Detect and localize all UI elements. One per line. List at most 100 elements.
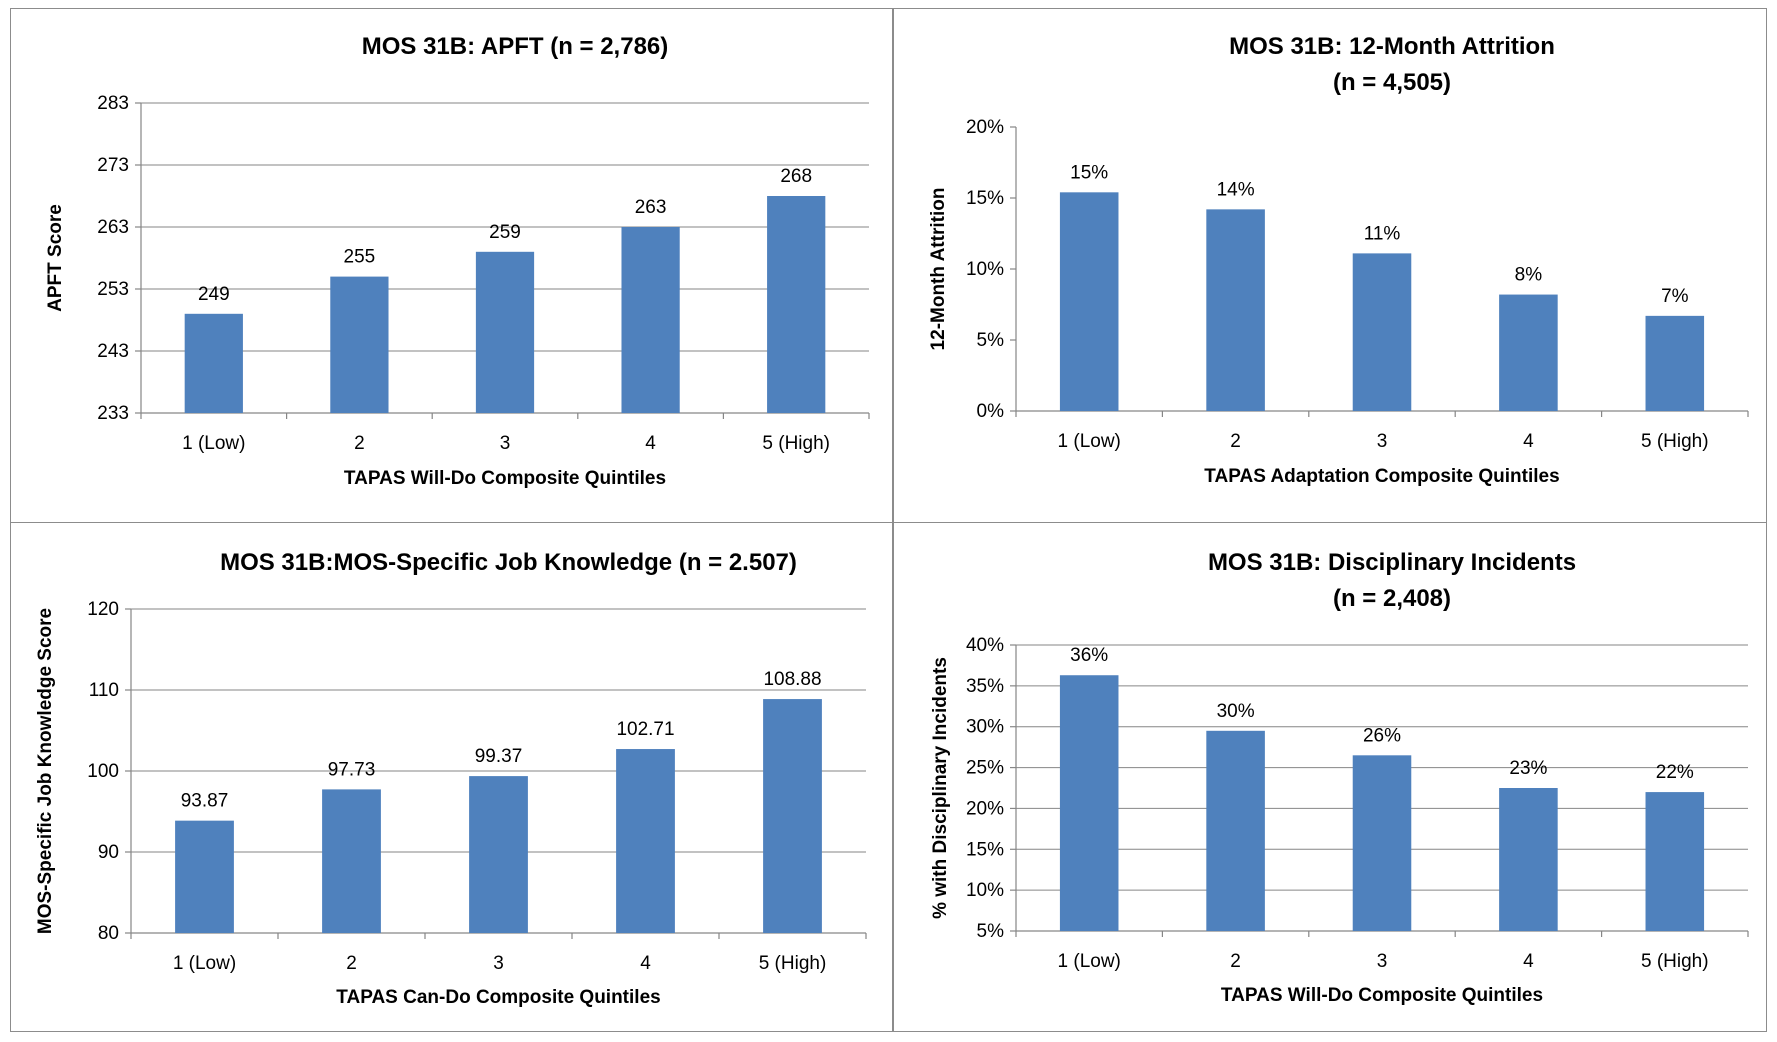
y-axis-title: % with Disciplinary Incidents (930, 657, 951, 919)
data-label: 93.87 (181, 791, 229, 812)
x-axis-title: TAPAS Will-Do Composite Quintiles (1221, 985, 1543, 1006)
bar (175, 820, 234, 933)
x-tick-label: 5 (High) (759, 953, 827, 974)
data-label: 26% (1363, 725, 1401, 746)
chart-svg-4: MOS 31B: Disciplinary Incidents (n = 2,40… (930, 549, 1749, 1006)
data-label: 268 (780, 166, 812, 187)
x-axis-title: TAPAS Adaptation Composite Quintiles (1204, 466, 1559, 487)
x-tick-label: 5 (High) (1641, 951, 1709, 972)
y-tick-label: 25% (966, 758, 1004, 779)
data-label: 15% (1070, 162, 1108, 183)
chart-title: MOS 31B: APFT (n = 2,786) (362, 33, 669, 60)
data-label: 99.37 (475, 746, 523, 767)
data-label: 22% (1656, 762, 1694, 783)
bar (1352, 253, 1412, 411)
bar (1499, 788, 1558, 931)
y-axis-title: 12-Month Attrition (928, 188, 949, 351)
x-tick-label: 4 (640, 953, 651, 974)
bar (475, 251, 535, 413)
x-tick-label: 1 (Low) (1058, 431, 1121, 452)
data-label: 108.88 (763, 669, 821, 690)
data-label: 23% (1509, 758, 1547, 779)
data-label: 102.71 (616, 719, 674, 740)
bar (767, 196, 826, 413)
x-tick-label: 4 (645, 433, 656, 454)
y-tick-label: 15% (966, 188, 1004, 209)
y-tick-label: 20% (966, 798, 1004, 819)
data-label: 255 (344, 247, 376, 268)
data-label: 11% (1364, 223, 1401, 244)
y-tick-label: 243 (97, 341, 129, 362)
y-tick-label: 10% (966, 880, 1004, 901)
data-label: 259 (489, 222, 521, 243)
y-tick-label: 283 (97, 93, 129, 114)
y-tick-label: 5% (977, 921, 1005, 942)
chart-panel-4: MOS 31B: Disciplinary Incidents (n = 2,40… (893, 522, 1767, 1032)
y-tick-label: 263 (97, 217, 129, 238)
y-tick-label: 273 (97, 155, 129, 176)
bar (1206, 209, 1265, 411)
bar (1059, 675, 1119, 931)
x-tick-label: 1 (Low) (182, 433, 245, 454)
chart-title: MOS 31B: Disciplinary Incidents (1208, 549, 1576, 576)
x-tick-label: 3 (493, 953, 504, 974)
chart-title: (n = 2,408) (1333, 585, 1451, 612)
y-tick-label: 80 (98, 923, 119, 944)
y-tick-label: 233 (97, 403, 129, 424)
bar (1645, 315, 1705, 411)
bar (621, 227, 680, 413)
data-label: 249 (198, 284, 230, 305)
x-tick-label: 3 (500, 433, 511, 454)
x-axis-title: TAPAS Can-Do Composite Quintiles (336, 987, 660, 1008)
x-tick-label: 3 (1377, 951, 1388, 972)
x-tick-label: 4 (1523, 431, 1534, 452)
y-tick-label: 0% (977, 401, 1005, 422)
data-label: 263 (635, 197, 667, 218)
chart-svg-1: MOS 31B: APFT (n = 2,786) 233 243 253 263 273… (45, 33, 870, 489)
x-tick-label: 5 (High) (1641, 431, 1709, 452)
chart-svg-2: MOS 31B: 12-Month Attrition (n = 4,505) 0%… (928, 33, 1749, 487)
data-label: 14% (1217, 179, 1255, 200)
bar (184, 313, 243, 413)
y-tick-label: 100 (87, 761, 119, 782)
data-label: 7% (1661, 286, 1689, 307)
x-tick-label: 1 (Low) (1058, 951, 1121, 972)
bar (330, 276, 389, 413)
x-tick-label: 2 (346, 953, 357, 974)
x-tick-label: 1 (Low) (173, 953, 236, 974)
y-tick-label: 30% (966, 717, 1004, 738)
y-tick-label: 40% (966, 635, 1004, 656)
y-tick-label: 120 (87, 599, 119, 620)
bar (1059, 192, 1119, 411)
x-tick-label: 5 (High) (762, 433, 830, 454)
y-tick-label: 15% (966, 839, 1004, 860)
y-tick-label: 253 (97, 279, 129, 300)
chart-panel-3: MOS 31B:MOS-Specific Job Knowledge (n = … (10, 522, 893, 1032)
data-label: 97.73 (328, 759, 376, 780)
y-tick-label: 10% (966, 259, 1004, 280)
chart-panel-1: MOS 31B: APFT (n = 2,786) 233 243 253 263 273… (10, 8, 893, 524)
bar (616, 749, 675, 933)
y-axis-title: MOS-Specific Job Knowledge Score (35, 608, 56, 934)
x-tick-label: 2 (1230, 951, 1241, 972)
bar (1499, 294, 1558, 411)
y-tick-label: 5% (977, 330, 1005, 351)
y-tick-label: 90 (98, 842, 119, 863)
chart-panel-2: MOS 31B: 12-Month Attrition (n = 4,505) 0%… (893, 8, 1767, 524)
data-label: 8% (1515, 265, 1543, 286)
chart-svg-3: MOS 31B:MOS-Specific Job Knowledge (n = … (35, 549, 867, 1008)
chart-title: MOS 31B:MOS-Specific Job Knowledge (n = … (220, 549, 797, 576)
x-axis-title: TAPAS Will-Do Composite Quintiles (344, 468, 666, 489)
chart-title: MOS 31B: 12-Month Attrition (1229, 33, 1555, 60)
bar (1206, 730, 1265, 931)
bar (1352, 755, 1412, 931)
y-tick-label: 20% (966, 117, 1004, 138)
data-label: 30% (1217, 701, 1255, 722)
x-tick-label: 4 (1523, 951, 1534, 972)
bar (469, 776, 528, 933)
y-tick-label: 35% (966, 676, 1004, 697)
bar (1645, 792, 1705, 931)
bar (763, 699, 822, 933)
chart-title: (n = 4,505) (1333, 69, 1451, 96)
